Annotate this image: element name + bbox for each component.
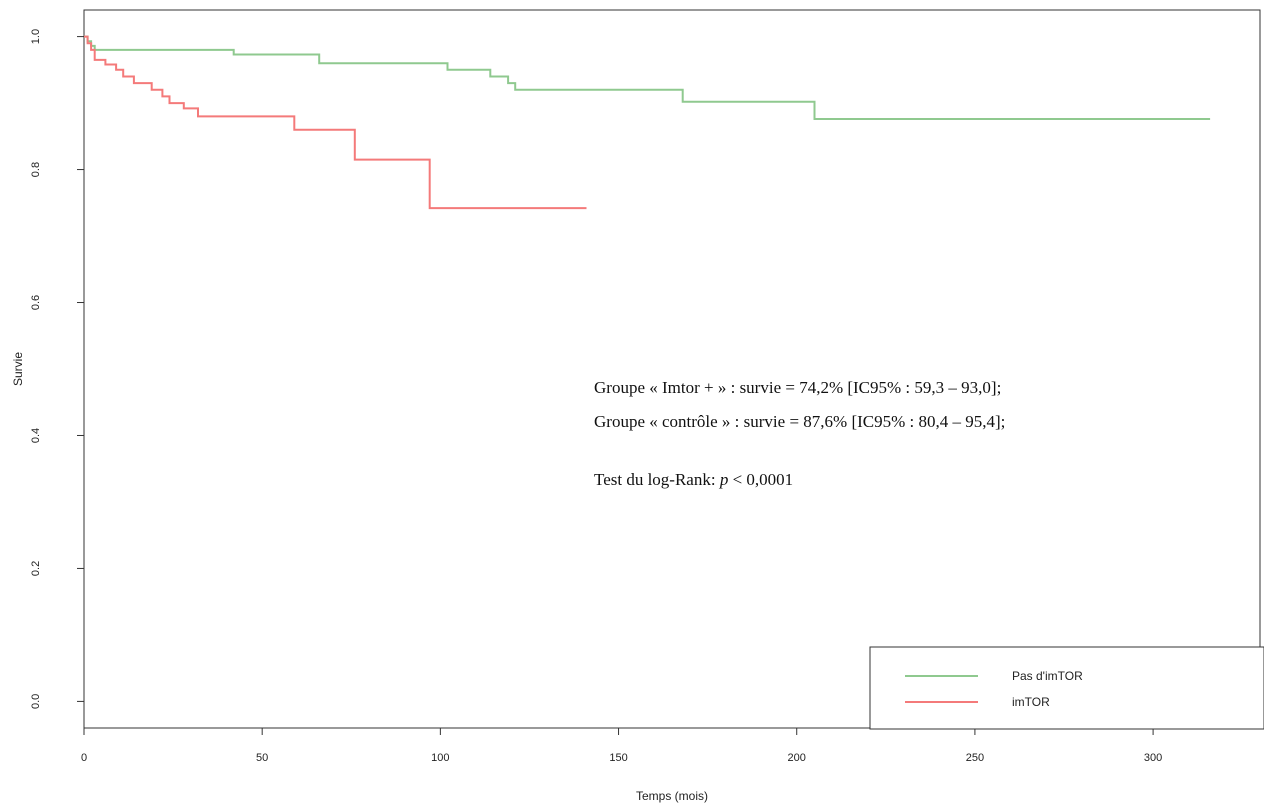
x-axis-title: Temps (mois) [636,789,708,803]
y-tick-label: 0.4 [30,428,42,443]
annotation-p-value: < 0,0001 [728,470,793,489]
legend-box [870,647,1264,729]
plot-frame [84,10,1260,728]
annotation-test-label: Test du log-Rank: [594,470,720,489]
y-tick-label: 1.0 [30,29,42,44]
y-axis-title: Survie [11,352,25,386]
annotation-line-3: Test du log-Rank: p < 0,0001 [594,470,793,489]
annotation-line-1: Groupe « Imtor + » : survie = 74,2% [IC9… [594,378,1001,397]
x-tick-label: 250 [966,752,984,764]
series-layer [84,37,1210,209]
y-tick-label: 0.0 [30,694,42,709]
x-axis: 0 50 100 150 200 250 300 [81,728,1162,764]
x-tick-label: 300 [1144,752,1162,764]
y-axis: 0.0 0.2 0.4 0.6 0.8 1.0 [30,29,84,709]
series-line-pas-dimtor [84,37,1210,119]
x-tick-label: 0 [81,752,87,764]
legend-label-pas-dimtor: Pas d'imTOR [1012,669,1083,683]
x-tick-label: 100 [431,752,449,764]
x-tick-label: 150 [609,752,627,764]
legend-label-imtor: imTOR [1012,695,1050,709]
y-tick-label: 0.6 [30,295,42,310]
y-tick-label: 0.2 [30,561,42,576]
x-tick-label: 50 [256,752,268,764]
annotation-line-2: Groupe « contrôle » : survie = 87,6% [IC… [594,412,1005,431]
x-tick-label: 200 [788,752,806,764]
legend: Pas d'imTOR imTOR [870,647,1264,729]
y-tick-label: 0.8 [30,162,42,177]
annotation-p-symbol: p [719,470,729,489]
